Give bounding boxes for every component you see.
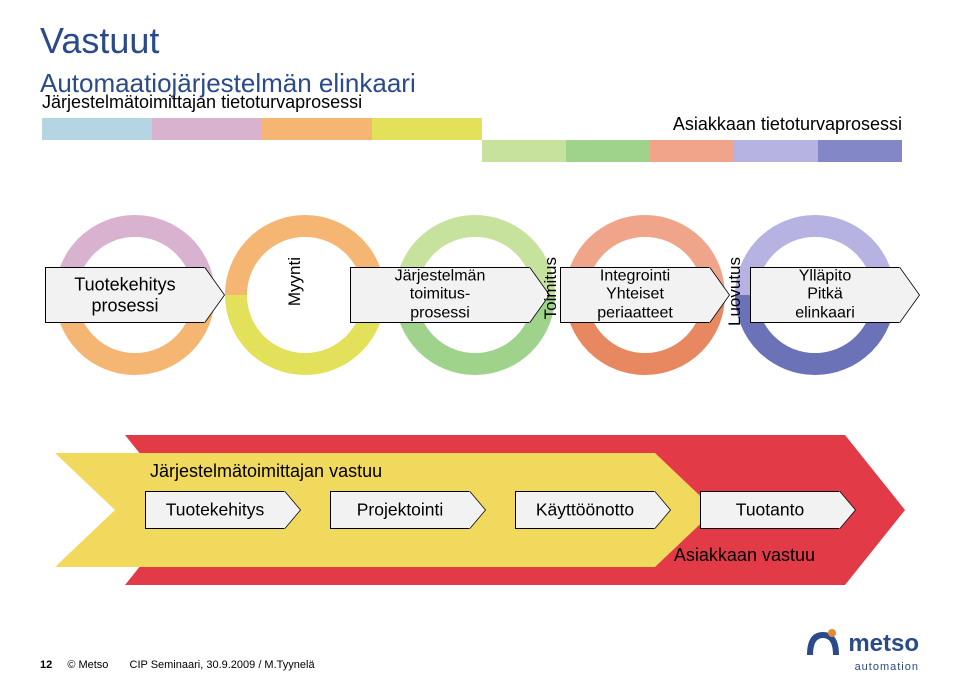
- slide-footer: 12 © Metso CIP Seminaari, 30.9.2009 / M.…: [40, 659, 315, 671]
- system-provider-label: Järjestelmätoimittajan tietoturvaprosess…: [42, 92, 362, 113]
- process-step: Järjestelmäntoimitus-prosessi: [350, 267, 530, 323]
- process-step-label: IntegrointiYhteisetperiaatteet: [597, 267, 673, 322]
- responsibility-step: Tuotanto: [700, 491, 840, 529]
- footer-event: CIP Seminaari, 30.9.2009 / M.Tyynelä: [130, 659, 315, 671]
- responsibility-step: Tuotekehitys: [145, 491, 285, 529]
- system-provider-bar: Järjestelmätoimittajan tietoturvaprosess…: [42, 118, 482, 140]
- process-step-label: YlläpitoPitkäelinkaari: [795, 267, 855, 322]
- responsibility-step-label: Projektointi: [357, 500, 444, 521]
- metso-logo: metso automation: [806, 627, 919, 673]
- page-number: 12: [40, 659, 52, 671]
- slide-title: Vastuut: [40, 20, 919, 62]
- upper-process-flow: Tuotekehitysprosessi Järjestelmäntoimitus…: [55, 215, 905, 375]
- customer-responsibility-label: Asiakkaan vastuu: [674, 545, 815, 566]
- process-step-label: Tuotekehitysprosessi: [74, 274, 175, 315]
- process-step: YlläpitoPitkäelinkaari: [750, 267, 900, 323]
- vertical-stage-label: Luovutus: [725, 257, 745, 326]
- responsibility-area: Järjestelmätoimittajan vastuu Asiakkaan …: [55, 435, 905, 585]
- system-responsibility-label: Järjestelmätoimittajan vastuu: [150, 461, 382, 482]
- customer-bar-label: Asiakkaan tietoturvaprosessi: [673, 114, 902, 135]
- logo-icon: [806, 627, 840, 661]
- responsibility-step-label: Käyttöönotto: [536, 500, 634, 521]
- responsibility-step-label: Tuotekehitys: [166, 500, 265, 521]
- responsibility-step: Käyttöönotto: [515, 491, 655, 529]
- customer-bar: Asiakkaan tietoturvaprosessi: [482, 140, 902, 162]
- logo-subtitle: automation: [806, 661, 919, 673]
- responsibility-step: Projektointi: [330, 491, 470, 529]
- process-step-label: Järjestelmäntoimitus-prosessi: [395, 267, 486, 322]
- logo-name: metso: [848, 630, 919, 658]
- copyright: © Metso: [67, 659, 108, 671]
- process-step: IntegrointiYhteisetperiaatteet: [560, 267, 710, 323]
- process-step: Tuotekehitysprosessi: [45, 267, 205, 323]
- responsibility-step-label: Tuotanto: [736, 500, 804, 521]
- vertical-stage-label: Myynti: [285, 257, 305, 306]
- vertical-stage-label: Toimitus: [541, 257, 561, 319]
